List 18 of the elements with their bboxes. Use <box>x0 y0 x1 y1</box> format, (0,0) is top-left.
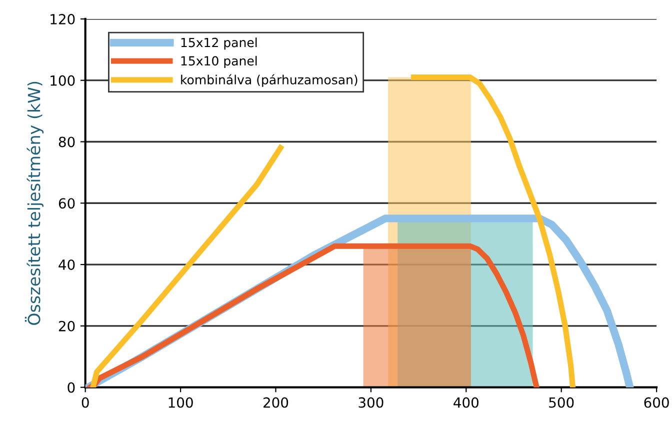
x-tick-label: 100 <box>168 397 193 408</box>
x-tick-label: 500 <box>549 397 574 408</box>
legend-label: kombinálva (párhuzamosan) <box>181 74 358 87</box>
y-tick-label: 80 <box>58 136 75 148</box>
y-axis-title: Összesített teljesítmény (kW) <box>24 82 44 325</box>
y-tick-label: 40 <box>58 259 75 270</box>
x-tick-label: 0 <box>82 397 89 408</box>
x-tick-label: 400 <box>454 397 478 408</box>
y-tick-label: 120 <box>50 14 75 24</box>
x-tick-label: 600 <box>644 397 669 408</box>
y-tick-label: 0 <box>68 382 75 393</box>
x-tick-label: 300 <box>358 397 384 408</box>
y-tick-label: 100 <box>50 75 75 86</box>
legend-label: 15x10 panel <box>181 56 257 68</box>
x-tick-label: 200 <box>264 397 288 408</box>
y-tick-label: 20 <box>58 320 75 332</box>
legend-label: 15x12 panel <box>181 38 257 50</box>
y-tick-label: 60 <box>58 198 75 209</box>
